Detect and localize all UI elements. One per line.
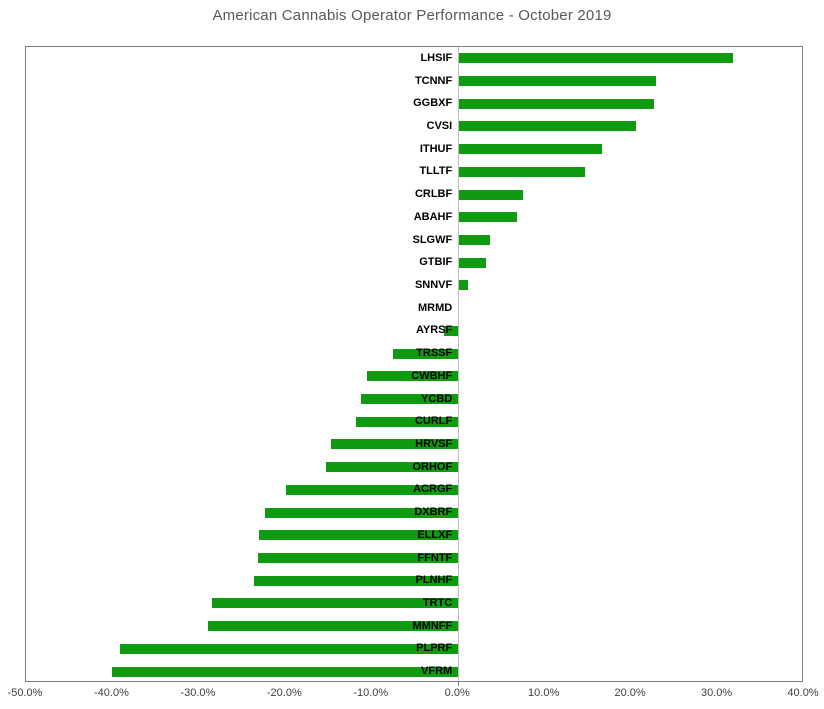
category-label-ycbd: YCBD — [421, 392, 453, 405]
bar-row: FFNTF — [26, 547, 802, 570]
category-label-ellxf: ELLXF — [417, 528, 453, 541]
bar-trtc — [211, 598, 459, 609]
x-tick-label: -50.0% — [7, 687, 43, 699]
category-label-cwbhf: CWBHF — [411, 369, 453, 382]
bar-acrgf — [286, 484, 459, 495]
category-label-hrvsf: HRVSF — [415, 437, 453, 450]
x-axis: -50.0% -40.0% -30.0% -20.0% -10.0% 0.0% 10.0% 2… — [8, 687, 819, 703]
bar-curlf — [356, 416, 459, 427]
x-tick-label: -40.0% — [94, 687, 129, 699]
bar-row: HRVSF — [26, 433, 802, 456]
x-tick-label: 30.0% — [700, 687, 733, 699]
bar-row: MMNFF — [26, 615, 802, 638]
category-label-orhof: ORHOF — [412, 460, 453, 473]
category-label-mmnff: MMNFF — [412, 619, 453, 632]
bar-snnvf — [459, 280, 468, 291]
bar-mmnff — [208, 621, 459, 632]
category-label-acrgf: ACRGF — [413, 483, 453, 496]
bar-tcnnf — [459, 76, 657, 87]
category-label-snnvf: SNNVF — [414, 278, 453, 291]
bar-row: SLGWF — [26, 229, 802, 252]
bar-row: TRTC — [26, 592, 802, 615]
bar-cwbhf — [366, 371, 459, 382]
category-label-ithuf: ITHUF — [419, 142, 453, 155]
bar-lhsif — [459, 53, 734, 64]
category-label-abahf: ABAHF — [413, 210, 453, 223]
bar-row: CURLF — [26, 410, 802, 433]
x-tick-label: 40.0% — [787, 687, 819, 699]
bar-row: PLNHF — [26, 569, 802, 592]
category-label-ffntf: FFNTF — [417, 551, 453, 564]
category-label-ggbxf: GGBXF — [413, 97, 453, 110]
bar-plprf — [120, 643, 459, 654]
bar-row: GGBXF — [26, 92, 802, 115]
bar-row: CWBHF — [26, 365, 802, 388]
category-label-gtbif: GTBIF — [419, 256, 453, 269]
category-label-trtc: TRTC — [422, 596, 453, 609]
x-tick-label: 0.0% — [444, 687, 470, 699]
bar-vfrm — [111, 666, 459, 677]
bar-abahf — [459, 212, 518, 223]
category-label-ayrsf: AYRSF — [415, 324, 453, 337]
bar-ggbxf — [459, 98, 654, 109]
category-label-crlbf: CRLBF — [414, 188, 453, 201]
bar-row: ELLXF — [26, 524, 802, 547]
bar-row: YCBD — [26, 388, 802, 411]
bar-row: VFRM — [26, 660, 802, 683]
bar-row: AYRSF — [26, 320, 802, 343]
chart-title: American Cannabis Operator Performance -… — [212, 7, 612, 24]
bar-trssf — [393, 348, 459, 359]
category-label-trssf: TRSSF — [416, 347, 453, 360]
category-label-tcnnf: TCNNF — [414, 74, 453, 87]
bar-dxbrf — [264, 507, 459, 518]
x-tick-label: -30.0% — [180, 687, 216, 699]
bar-ffntf — [257, 553, 459, 564]
bar-row: GTBIF — [26, 251, 802, 274]
bar-row: MRMD — [26, 297, 802, 320]
bar-crlbf — [459, 189, 524, 200]
category-label-plnhf: PLNHF — [415, 574, 453, 587]
category-label-tlltf: TLLTF — [419, 165, 453, 178]
bar-row: PLPRF — [26, 638, 802, 661]
bar-ellxf — [258, 530, 459, 541]
bar-row: SNNVF — [26, 274, 802, 297]
bar-ithuf — [459, 144, 602, 155]
x-tick-label: -20.0% — [266, 687, 302, 699]
bar-orhof — [325, 462, 459, 473]
bar-row: ABAHF — [26, 206, 802, 229]
bar-row: DXBRF — [26, 501, 802, 524]
bar-row: CRLBF — [26, 183, 802, 206]
x-tick-label: -10.0% — [353, 687, 389, 699]
bar-row: TLLTF — [26, 161, 802, 184]
bar-hrvsf — [331, 439, 459, 450]
bar-cvsi — [459, 121, 636, 132]
plot-area: LHSIF TCNNF GGBXF CVSI ITHUF TLLTF CRLBF ABAHF S… — [25, 46, 803, 686]
bar-row: TCNNF — [26, 70, 802, 93]
category-label-dxbrf: DXBRF — [414, 506, 453, 519]
category-label-vfrm: VFRM — [421, 665, 453, 678]
category-label-lhsif: LHSIF — [420, 51, 453, 64]
zero-axis-line — [458, 47, 460, 681]
bar-row: TRSSF — [26, 342, 802, 365]
category-label-plprf: PLPRF — [416, 642, 453, 655]
bar-row: ITHUF — [26, 138, 802, 161]
zero-axis-tick — [458, 681, 460, 686]
bar-row: LHSIF — [26, 47, 802, 70]
bar-row: ACRGF — [26, 479, 802, 502]
category-label-slgwf: SLGWF — [412, 233, 453, 246]
x-tick-label: 10.0% — [528, 687, 560, 699]
bar-tlltf — [459, 166, 586, 177]
category-label-curlf: CURLF — [414, 415, 453, 428]
x-tick-label: 20.0% — [614, 687, 646, 699]
bar-plnhf — [254, 575, 459, 586]
bar-row: ORHOF — [26, 456, 802, 479]
bar-gtbif — [459, 257, 487, 268]
bar-ycbd — [361, 394, 459, 405]
bar-row: CVSI — [26, 115, 802, 138]
category-label-cvsi: CVSI — [426, 119, 453, 132]
bar-slgwf — [459, 235, 491, 246]
bar-ayrsf — [443, 325, 459, 336]
category-label-mrmd: MRMD — [418, 301, 453, 314]
